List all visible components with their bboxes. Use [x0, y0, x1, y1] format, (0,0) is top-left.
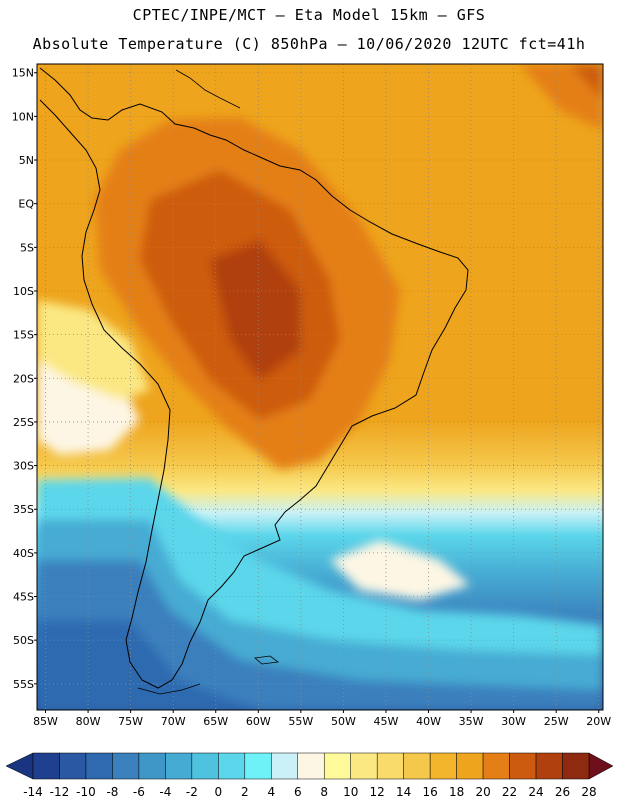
colorbar-bin: [59, 752, 87, 780]
lat-tick-label: 45S: [13, 591, 34, 604]
colorbar-label: 20: [475, 785, 490, 799]
colorbar-bin: [376, 752, 404, 780]
lat-tick-label: 10S: [13, 285, 34, 298]
lat-tick-label: 25S: [13, 416, 34, 429]
colorbar-bin: [403, 752, 431, 780]
colorbar-bin: [323, 752, 351, 780]
colorbar-label: -12: [50, 785, 70, 799]
lon-tick-label: 65W: [203, 715, 228, 728]
colorbar-label: -6: [133, 785, 145, 799]
lon-tick-label: 60W: [246, 715, 271, 728]
lat-tick-label: 55S: [13, 678, 34, 691]
colorbar-label: 14: [396, 785, 411, 799]
colorbar-bin: [191, 752, 219, 780]
lon-tick-label: 35W: [459, 715, 484, 728]
lon-tick-label: 55W: [288, 715, 313, 728]
lon-tick-label: 40W: [416, 715, 441, 728]
colorbar-label: -14: [23, 785, 43, 799]
lat-tick-label: 15S: [13, 329, 34, 342]
lat-tick-label: 50S: [13, 634, 34, 647]
colorbar-under-arrow: [5, 752, 34, 780]
colorbar-bin: [32, 752, 60, 780]
colorbar-label: 24: [528, 785, 543, 799]
colorbar-label: 2: [241, 785, 249, 799]
colorbar: -14 -12 -10 -8 -6 -4 -2 0 2 4 6 8 10 12 14 16 18 20 22 24 26…: [5, 752, 614, 799]
colorbar-label: 18: [449, 785, 464, 799]
lat-tick-label: 40S: [13, 547, 34, 560]
colorbar-bin: [429, 752, 457, 780]
colorbar-bin: [165, 752, 193, 780]
temperature-field: [37, 64, 603, 710]
lon-tick-label: 30W: [501, 715, 526, 728]
colorbar-label: -8: [106, 785, 118, 799]
lon-tick-label: 45W: [374, 715, 399, 728]
colorbar-label: 16: [423, 785, 438, 799]
coastline: [39, 67, 469, 695]
colorbar-bin: [562, 752, 590, 780]
lat-tick-label: 5N: [19, 154, 34, 167]
lat-tick-label: 20S: [13, 372, 34, 385]
colorbar-label: 22: [502, 785, 517, 799]
colorbar-label: 28: [581, 785, 596, 799]
colorbar-bin: [456, 752, 484, 780]
colorbar-label: -10: [76, 785, 96, 799]
lon-tick-label: 85W: [33, 715, 58, 728]
lon-tick-label: 25W: [544, 715, 569, 728]
lat-tick-label: 15N: [12, 67, 34, 80]
colorbar-bin: [297, 752, 325, 780]
lat-tick-label: 5S: [20, 241, 34, 254]
lat-tick-label: 10N: [12, 110, 34, 123]
chart-title-line1: CPTEC/INPE/MCT – Eta Model 15km – GFS: [132, 6, 486, 24]
lon-tick-label: 70W: [161, 715, 186, 728]
lon-tick-label: 50W: [331, 715, 356, 728]
lat-tick-label: EQ: [18, 198, 34, 211]
colorbar-label: 26: [555, 785, 570, 799]
colorbar-bin: [482, 752, 510, 780]
lon-tick-label: 75W: [118, 715, 143, 728]
colorbar-bin: [509, 752, 537, 780]
lon-tick-label: 20W: [586, 715, 611, 728]
colorbar-bin: [85, 752, 113, 780]
colorbar-label: 0: [215, 785, 223, 799]
colorbar-bin: [271, 752, 299, 780]
colorbar-bin: [350, 752, 378, 780]
colorbar-over-arrow: [588, 752, 614, 780]
colorbar-label: 8: [320, 785, 328, 799]
chart-title-line2: Absolute Temperature (C) 850hPa – 10/06/…: [32, 35, 586, 53]
colorbar-bin: [535, 752, 563, 780]
colorbar-bin: [218, 752, 246, 780]
axis-ticks: 15N 10N 5N EQ 5S 10S 15S 20S 25S 30S 35S 40S 45S 50S 5…: [12, 67, 612, 728]
colorbar-label: -2: [186, 785, 198, 799]
colorbar-label: 12: [370, 785, 385, 799]
lat-tick-label: 30S: [13, 460, 34, 473]
colorbar-label: 4: [267, 785, 275, 799]
colorbar-bin: [244, 752, 272, 780]
lon-tick-label: 80W: [76, 715, 101, 728]
colorbar-label: 10: [343, 785, 358, 799]
colorbar-bin: [112, 752, 140, 780]
map-frame: [36, 63, 604, 711]
colorbar-label: 6: [294, 785, 302, 799]
lat-tick-label: 35S: [13, 503, 34, 516]
colorbar-bin: [138, 752, 166, 780]
colorbar-label: -4: [159, 785, 171, 799]
